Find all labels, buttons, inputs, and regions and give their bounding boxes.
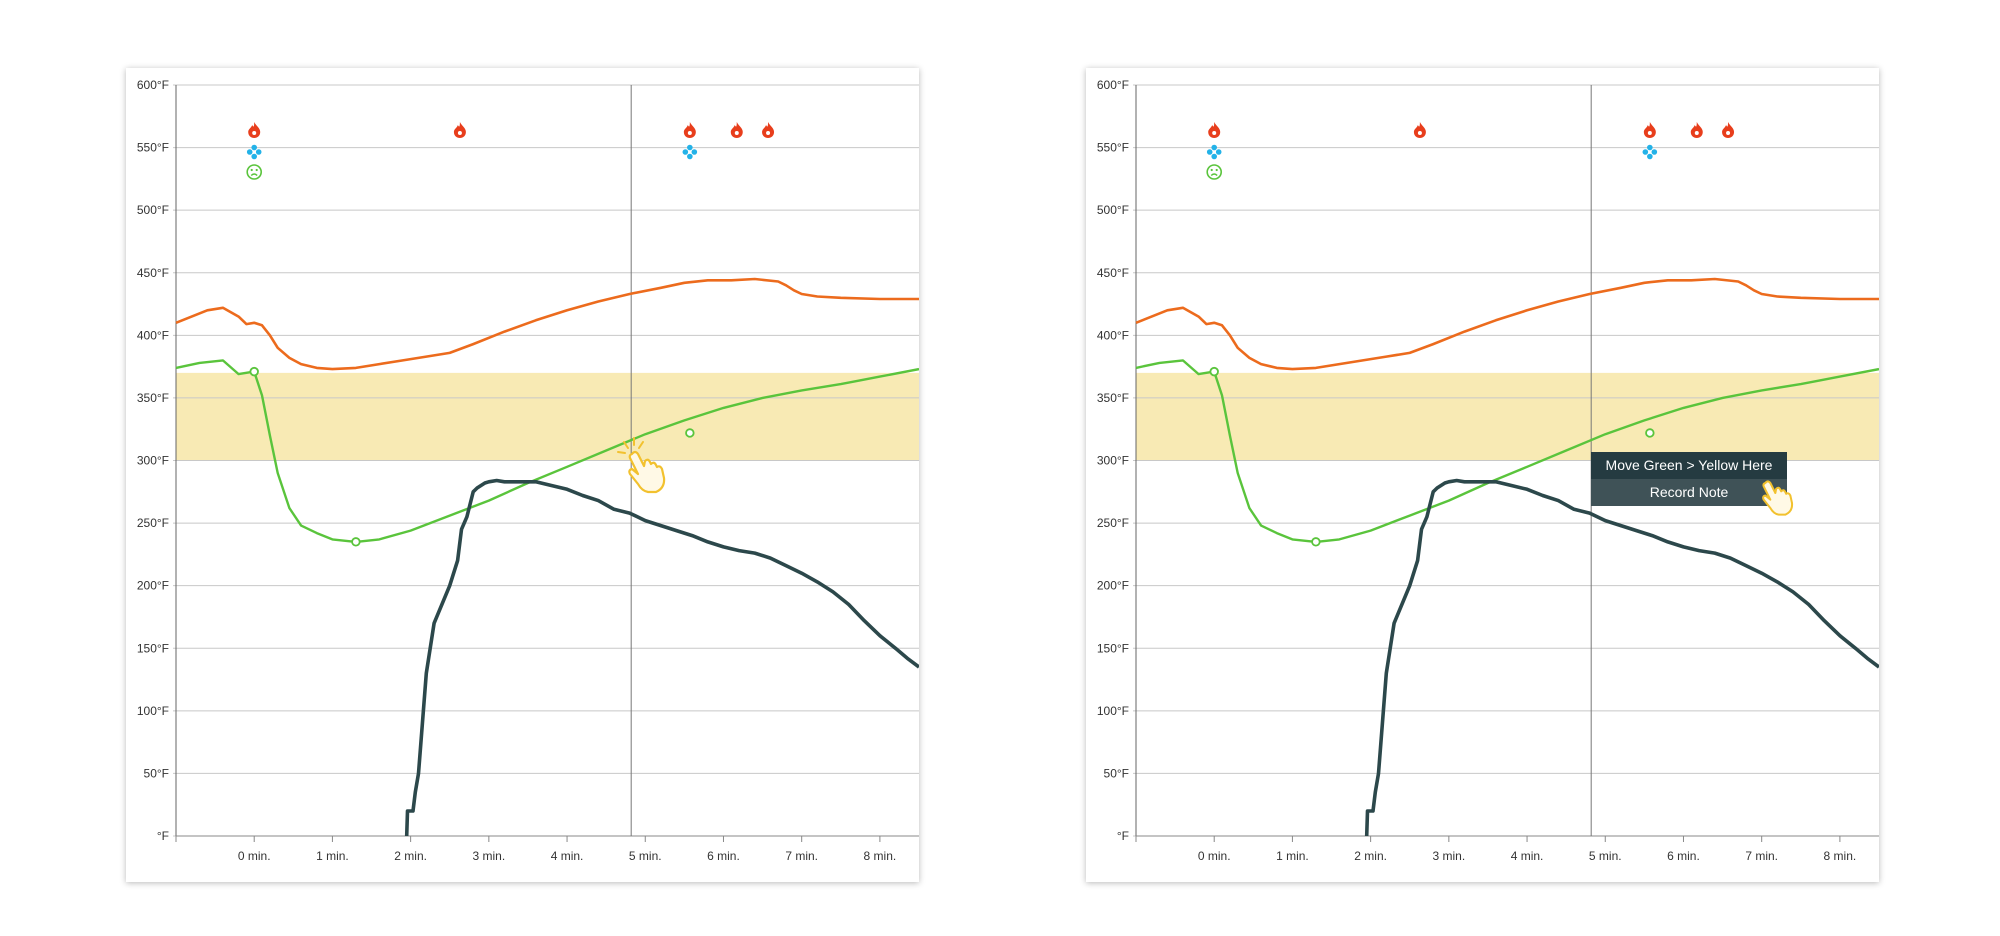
x-tick-label: 7 min.: [1745, 849, 1778, 863]
y-tick-label: 450°F: [137, 266, 169, 280]
event-marker: [1642, 122, 1658, 160]
flame-icon: [1413, 122, 1426, 138]
flame-icon: [762, 122, 775, 138]
event-marker: [1206, 122, 1223, 180]
event-marker: [1413, 122, 1426, 138]
bean-temp-marker: [1645, 428, 1655, 438]
y-tick-label: 50°F: [144, 766, 169, 780]
y-tick-label: 150°F: [137, 641, 169, 655]
x-tick-label: 8 min.: [864, 849, 897, 863]
flame-icon: [453, 122, 466, 138]
fan-icon: [1642, 144, 1658, 160]
bean-temp-marker: [1311, 537, 1321, 547]
x-tick-label: 5 min.: [629, 849, 662, 863]
x-tick-label: 5 min.: [1589, 849, 1622, 863]
flame-icon: [1690, 122, 1703, 138]
fan-icon: [246, 144, 262, 160]
y-tick-label: 200°F: [1097, 579, 1129, 593]
roast-chart-panel-before[interactable]: °F 50°F 100°F 150°F 200°F 250°F 300°F 350°F 400°…: [126, 68, 919, 882]
face-icon: [1206, 164, 1223, 180]
y-tick-label: 250°F: [137, 516, 169, 530]
x-tick-label: 4 min.: [551, 849, 584, 863]
y-tick-label: °F: [1117, 829, 1129, 843]
x-tick-label: 0 min.: [1198, 849, 1231, 863]
bean-temp-series-line: [175, 359, 919, 544]
env-temp-series-line: [175, 277, 919, 371]
ror-series-line: [1364, 478, 1879, 837]
bean-temp-marker: [249, 366, 259, 377]
flame-icon: [248, 122, 261, 138]
y-tick-label: 250°F: [1097, 516, 1129, 530]
context-menu: Move Green > Yellow Here Record Note: [1591, 452, 1787, 506]
x-tick-label: 2 min.: [1354, 849, 1387, 863]
event-marker: [453, 122, 466, 138]
y-tick-label: °F: [157, 829, 169, 843]
roast-chart-panel-after[interactable]: °F 50°F 100°F 150°F 200°F 250°F 300°F 350°F 400°…: [1086, 68, 1879, 882]
move-green-yellow-menu-item[interactable]: Move Green > Yellow Here: [1591, 452, 1787, 479]
event-marker: [1722, 122, 1735, 138]
y-tick-label: 400°F: [137, 328, 169, 342]
y-tick-label: 350°F: [1097, 391, 1129, 405]
x-tick-label: 6 min.: [1667, 849, 1700, 863]
event-marker: [246, 122, 263, 180]
x-tick-label: 1 min.: [1276, 849, 1309, 863]
fan-icon: [682, 144, 698, 160]
event-marker: [730, 122, 743, 138]
x-tick-label: 8 min.: [1824, 849, 1857, 863]
y-tick-label: 550°F: [1097, 141, 1129, 155]
fan-icon: [1206, 144, 1222, 160]
flame-icon: [730, 122, 743, 138]
y-tick-label: 150°F: [1097, 641, 1129, 655]
x-tick-label: 6 min.: [707, 849, 740, 863]
x-tick-label: 1 min.: [316, 849, 349, 863]
x-tick-label: 3 min.: [1432, 849, 1465, 863]
y-tick-label: 50°F: [1104, 766, 1129, 780]
event-marker: [762, 122, 775, 138]
y-tick-label: 200°F: [137, 579, 169, 593]
flame-icon: [1722, 122, 1735, 138]
bean-temp-marker: [1209, 366, 1219, 377]
flame-icon: [683, 122, 696, 138]
y-tick-label: 600°F: [137, 78, 169, 92]
x-tick-label: 7 min.: [785, 849, 818, 863]
y-tick-label: 500°F: [137, 203, 169, 217]
flame-icon: [1208, 122, 1221, 138]
target-temp-band: [1136, 372, 1879, 461]
y-tick-label: 550°F: [137, 141, 169, 155]
y-tick-label: 300°F: [1097, 454, 1129, 468]
face-icon: [246, 164, 263, 180]
roast-chart-before[interactable]: °F 50°F 100°F 150°F 200°F 250°F 300°F 350°F 400°…: [126, 68, 919, 882]
y-tick-label: 100°F: [1097, 704, 1129, 718]
flame-icon: [1643, 122, 1656, 138]
roast-chart-after[interactable]: °F 50°F 100°F 150°F 200°F 250°F 300°F 350°F 400°…: [1086, 68, 1879, 882]
x-tick-label: 3 min.: [472, 849, 505, 863]
x-tick-label: 2 min.: [394, 849, 427, 863]
record-note-menu-item[interactable]: Record Note: [1591, 479, 1787, 506]
y-tick-label: 300°F: [137, 454, 169, 468]
y-tick-label: 100°F: [137, 704, 169, 718]
y-tick-label: 600°F: [1097, 78, 1129, 92]
ror-series-line: [404, 478, 919, 837]
x-tick-label: 0 min.: [238, 849, 271, 863]
y-tick-label: 350°F: [137, 391, 169, 405]
event-marker: [682, 122, 698, 160]
y-tick-label: 500°F: [1097, 203, 1129, 217]
target-temp-band: [176, 372, 919, 461]
bean-temp-series-line: [1135, 359, 1879, 544]
bean-temp-marker: [685, 428, 695, 438]
bean-temp-marker: [351, 537, 361, 547]
event-marker: [1690, 122, 1703, 138]
y-tick-label: 400°F: [1097, 328, 1129, 342]
y-tick-label: 450°F: [1097, 266, 1129, 280]
env-temp-series-line: [1135, 277, 1879, 371]
x-tick-label: 4 min.: [1511, 849, 1544, 863]
